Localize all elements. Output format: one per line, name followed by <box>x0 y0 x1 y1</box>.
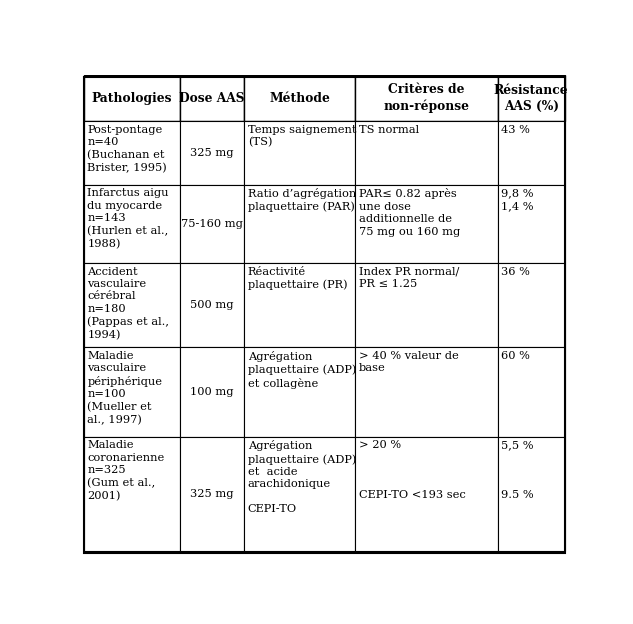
Text: 9,8 %
1,4 %: 9,8 % 1,4 % <box>501 188 534 211</box>
Text: Maladie
vasculaire
périphérique
n=100
(Mueller et
al., 1997): Maladie vasculaire périphérique n=100 (M… <box>87 351 163 425</box>
Text: TS normal: TS normal <box>359 125 419 135</box>
Bar <box>244 437 356 550</box>
Bar <box>180 348 244 437</box>
Bar <box>180 122 244 185</box>
Bar <box>356 185 498 263</box>
Bar <box>498 348 565 437</box>
Text: Infarctus aigu
du myocarde
n=143
(Hurlen et al.,
1988): Infarctus aigu du myocarde n=143 (Hurlen… <box>87 188 169 249</box>
Bar <box>498 122 565 185</box>
Bar <box>498 437 565 550</box>
Text: 5,5 %



9.5 %: 5,5 % 9.5 % <box>501 441 534 500</box>
Bar <box>84 75 180 122</box>
Text: Temps saignement
(TS): Temps saignement (TS) <box>248 125 356 148</box>
Bar <box>498 263 565 348</box>
Bar <box>244 185 356 263</box>
Bar <box>84 185 180 263</box>
Text: Ratio d’agrégation
plaquettaire (PAR): Ratio d’agrégation plaquettaire (PAR) <box>248 188 356 213</box>
Text: 75-160 mg: 75-160 mg <box>181 219 243 229</box>
Text: Agrégation
plaquettaire (ADP)
et  acide
arachidonique

CEPI-TO: Agrégation plaquettaire (ADP) et acide a… <box>248 441 356 514</box>
Bar <box>356 263 498 348</box>
Bar <box>498 75 565 122</box>
Bar <box>84 263 180 348</box>
Bar <box>180 263 244 348</box>
Bar <box>244 348 356 437</box>
Bar <box>180 185 244 263</box>
Bar <box>180 75 244 122</box>
Text: 500 mg: 500 mg <box>191 300 234 310</box>
Text: 100 mg: 100 mg <box>191 387 234 397</box>
Text: Réactivité
plaquettaire (PR): Réactivité plaquettaire (PR) <box>248 266 348 290</box>
Text: > 40 % valeur de
base: > 40 % valeur de base <box>359 351 459 373</box>
Text: 60 %: 60 % <box>501 351 530 361</box>
Bar <box>180 437 244 550</box>
Bar <box>356 348 498 437</box>
Bar <box>244 263 356 348</box>
Bar <box>356 122 498 185</box>
Text: Résistance
AAS (%): Résistance AAS (%) <box>494 84 568 113</box>
Bar <box>356 437 498 550</box>
Text: Accident
vasculaire
cérébral
n=180
(Pappas et al.,
1994): Accident vasculaire cérébral n=180 (Papp… <box>87 266 170 340</box>
Text: 325 mg: 325 mg <box>191 149 234 158</box>
Text: 43 %: 43 % <box>501 125 530 135</box>
Text: > 20 %



CEPI-TO <193 sec: > 20 % CEPI-TO <193 sec <box>359 441 466 500</box>
Text: Maladie
coronarienne
n=325
(Gum et al.,
2001): Maladie coronarienne n=325 (Gum et al., … <box>87 441 165 501</box>
Text: Dose AAS: Dose AAS <box>179 92 245 105</box>
Text: 36 %: 36 % <box>501 266 530 276</box>
Bar <box>498 185 565 263</box>
Text: Post-pontage
n=40
(Buchanan et
Brister, 1995): Post-pontage n=40 (Buchanan et Brister, … <box>87 125 167 173</box>
Text: 325 mg: 325 mg <box>191 489 234 499</box>
Bar <box>84 348 180 437</box>
Text: Agrégation
plaquettaire (ADP)
et collagène: Agrégation plaquettaire (ADP) et collagè… <box>248 351 356 389</box>
Text: Pathologies: Pathologies <box>92 92 172 105</box>
Bar <box>244 122 356 185</box>
Text: Méthode: Méthode <box>270 92 330 105</box>
Bar <box>84 437 180 550</box>
Bar <box>244 75 356 122</box>
Text: PAR≤ 0.82 après
une dose
additionnelle de
75 mg ou 160 mg: PAR≤ 0.82 après une dose additionnelle d… <box>359 188 460 236</box>
Text: Critères de
non-réponse: Critères de non-réponse <box>384 84 470 113</box>
Bar <box>356 75 498 122</box>
Bar <box>84 122 180 185</box>
Text: Index PR normal/
PR ≤ 1.25: Index PR normal/ PR ≤ 1.25 <box>359 266 459 289</box>
